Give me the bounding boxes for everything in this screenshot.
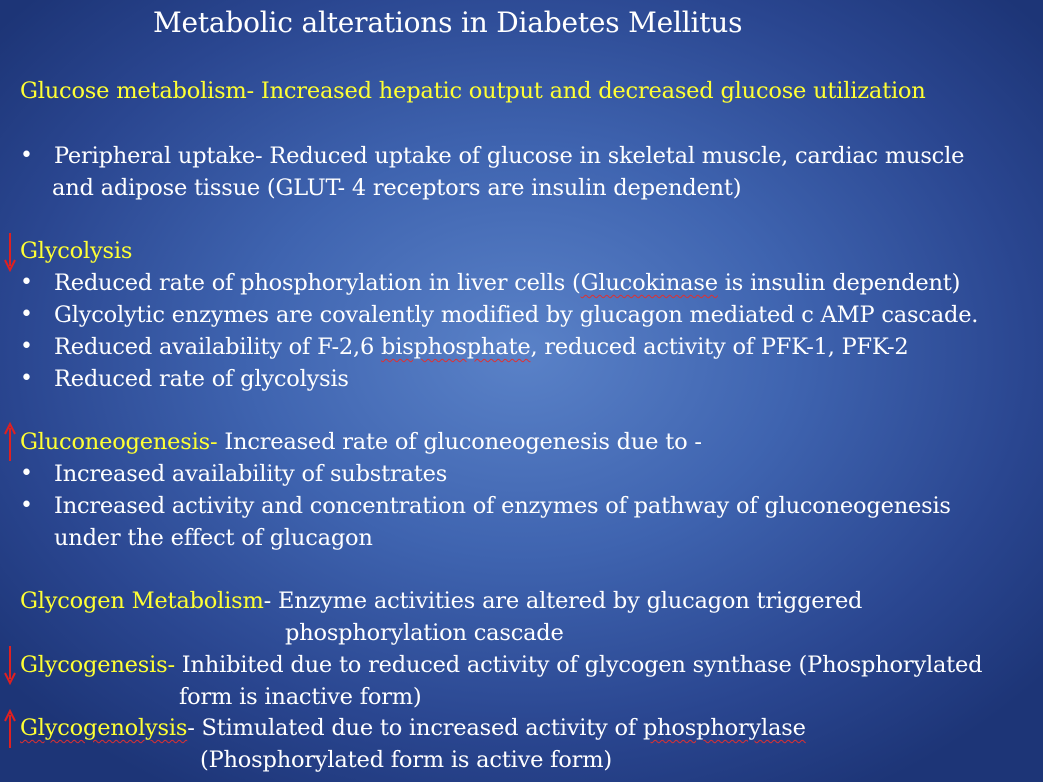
peripheral-uptake-line-1: Peripheral uptake- Reduced uptake of glu…	[54, 143, 965, 169]
gluconeogenesis-heading: Gluconeogenesis-	[20, 429, 218, 455]
gluconeogenesis-bullet-1: Increased availability of substrates	[54, 461, 448, 487]
bullet-marker: •	[20, 143, 33, 168]
glycogenolysis-heading: Glycogenolysis	[20, 715, 188, 741]
bullet-marker: •	[20, 334, 33, 359]
glycolysis-bullet-3: Reduced availability of F-2,6 bisphospha…	[54, 334, 909, 360]
glycogenolysis-line: Glycogenolysis- Stimulated due to increa…	[20, 715, 806, 741]
red-up-arrow-icon	[4, 709, 16, 748]
glycogenesis-heading: Glycogenesis-	[20, 652, 175, 678]
red-up-arrow-icon	[4, 422, 16, 461]
glycolysis-bullet-1: Reduced rate of phosphorylation in liver…	[54, 270, 961, 296]
glycogen-metabolism-line: Glycogen Metabolism- Enzyme activities a…	[20, 588, 863, 614]
bullet-marker: •	[20, 461, 33, 486]
gluconeogenesis-line: Gluconeogenesis- Increased rate of gluco…	[20, 429, 702, 455]
glycogenolysis-line-2: (Phosphorylated form is active form)	[200, 747, 612, 773]
peripheral-uptake-line-2: and adipose tissue (GLUT- 4 receptors ar…	[52, 175, 742, 201]
bullet-marker: •	[20, 270, 33, 295]
glycogenesis-line-2: form is inactive form)	[179, 684, 422, 710]
gluconeogenesis-bullet-2: Increased activity and concentration of …	[54, 493, 951, 519]
glycolysis-bullet-4: Reduced rate of glycolysis	[54, 366, 349, 392]
red-down-arrow-icon	[4, 233, 16, 272]
glycogen-metabolism-line-2: phosphorylation cascade	[285, 620, 564, 646]
bullet-marker: •	[20, 366, 33, 391]
bullet-marker: •	[20, 493, 33, 518]
slide-title: Metabolic alterations in Diabetes Mellit…	[153, 6, 743, 39]
bullet-marker: •	[20, 302, 33, 327]
glycolysis-bullet-2: Glycolytic enzymes are covalently modifi…	[54, 302, 979, 328]
glucose-metabolism-heading: Glucose metabolism- Increased hepatic ou…	[20, 78, 926, 104]
glycogenesis-line: Glycogenesis- Inhibited due to reduced a…	[20, 652, 983, 678]
glycogen-metabolism-heading: Glycogen Metabolism	[20, 588, 264, 614]
red-down-arrow-icon	[4, 646, 16, 685]
glycolysis-heading: Glycolysis	[20, 238, 133, 264]
gluconeogenesis-continuation: under the effect of glucagon	[54, 525, 373, 551]
